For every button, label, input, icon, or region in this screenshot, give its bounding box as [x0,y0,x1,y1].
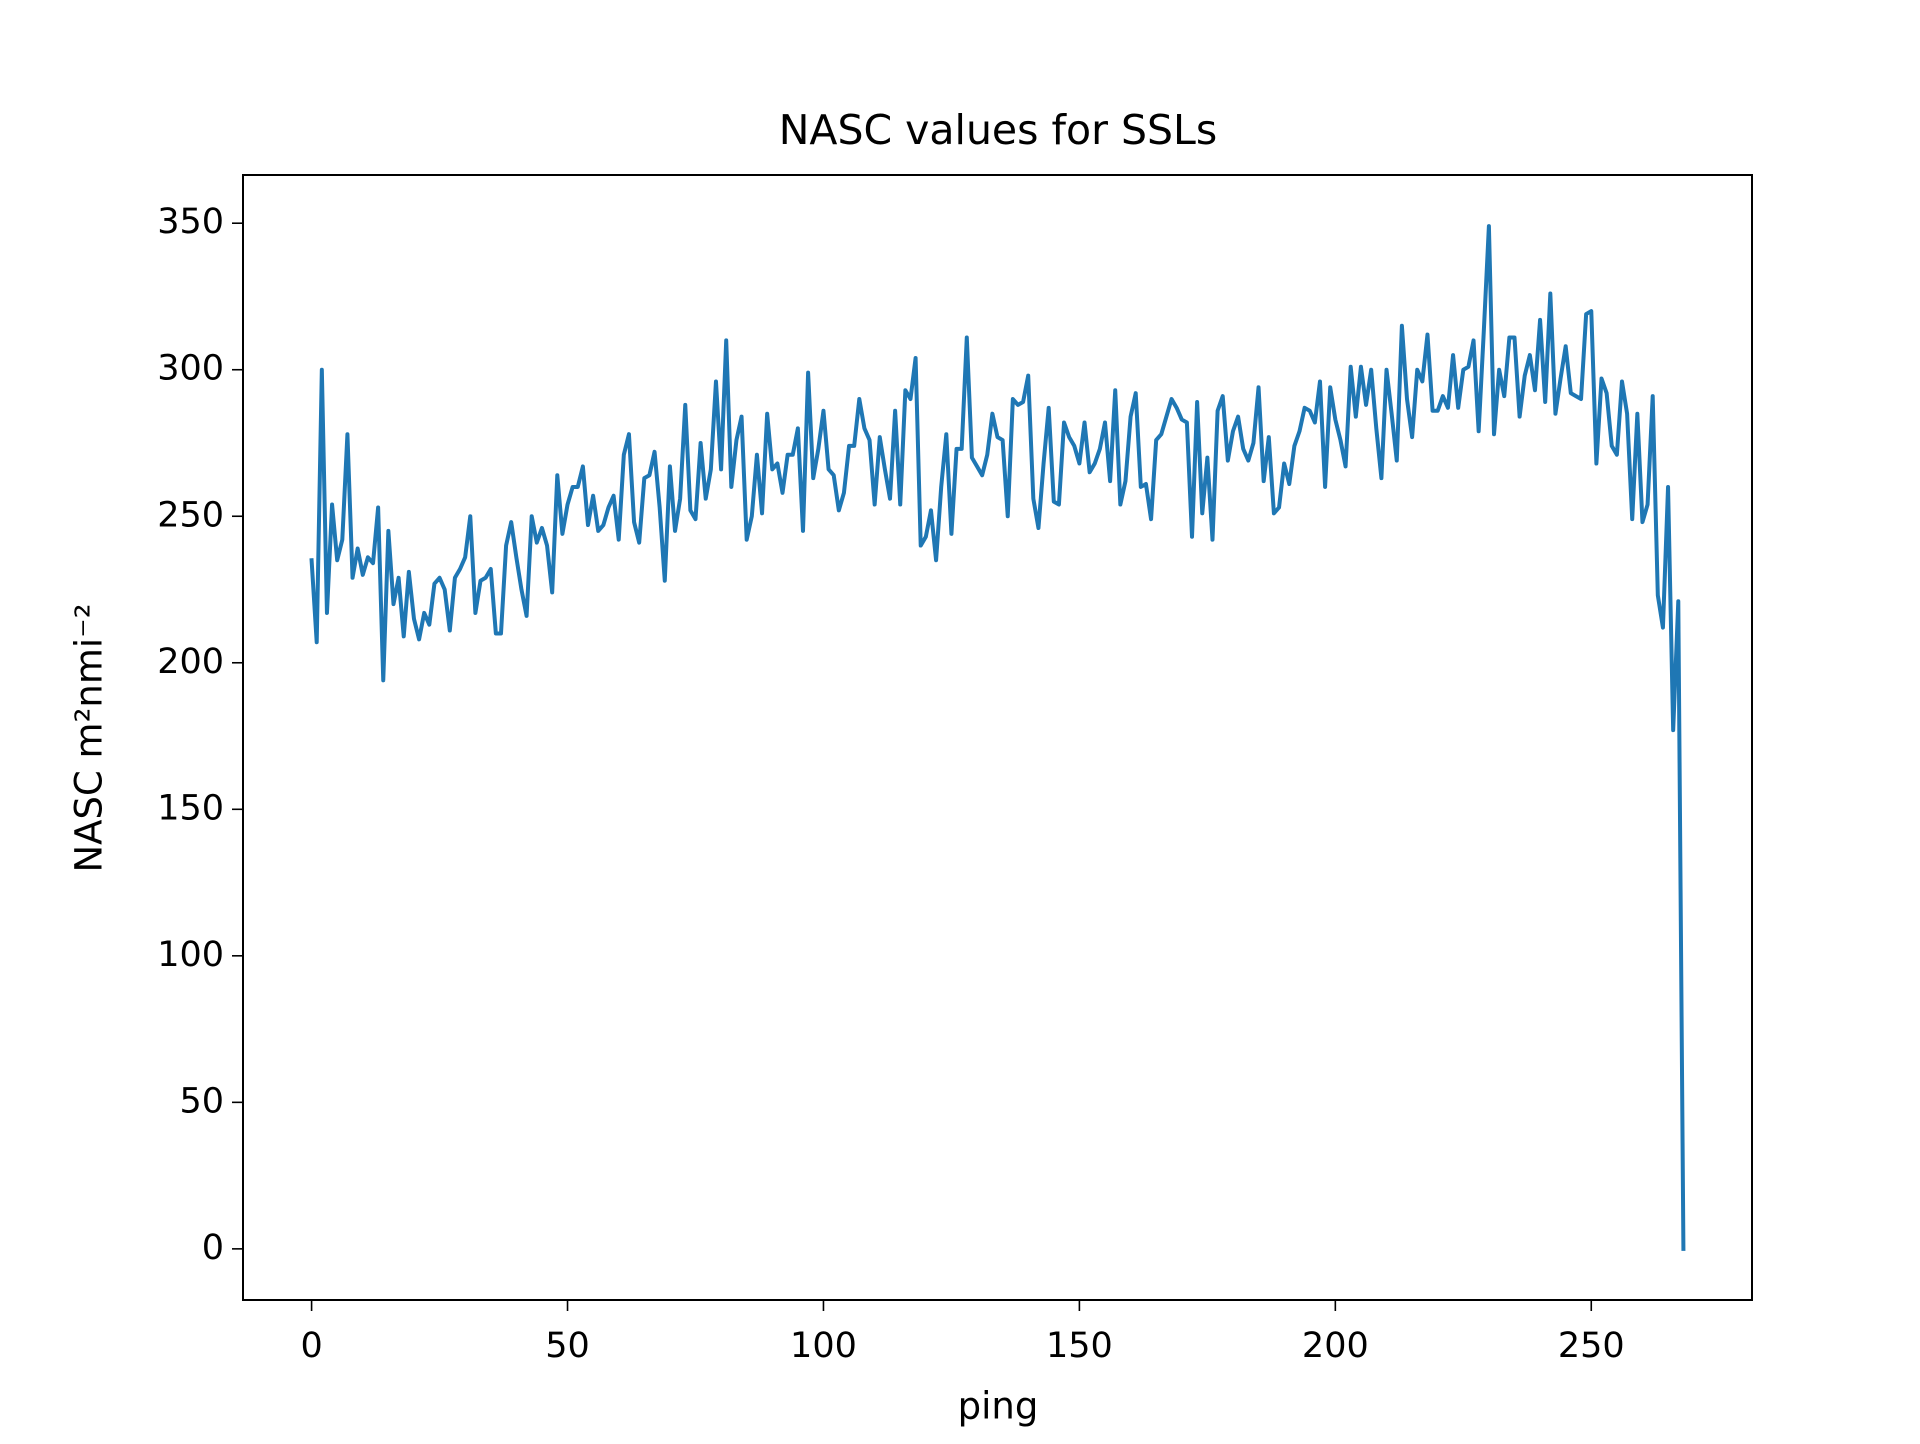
x-tick-label: 100 [790,1326,857,1366]
y-axis-label: NASC m²nmi⁻² [68,603,111,872]
x-axis-label: ping [958,1385,1039,1428]
x-tick-label: 200 [1302,1326,1369,1366]
x-tick-label: 250 [1558,1326,1625,1366]
y-tick-label: 0 [202,1228,224,1268]
y-tick-label: 100 [157,935,224,975]
x-tick-label: 50 [545,1326,590,1366]
y-tick-label: 150 [157,788,224,828]
x-tick-label: 150 [1046,1326,1113,1366]
y-tick-label: 200 [157,642,224,682]
plot-frame [242,174,1753,1301]
y-tick-label: 350 [157,202,224,242]
data-line [309,224,1686,1251]
x-tick-label: 0 [300,1326,322,1366]
y-tick-label: 300 [157,349,224,389]
y-tick-label: 50 [179,1081,224,1121]
chart-title: NASC values for SSLs [779,106,1217,154]
y-tick-label: 250 [157,495,224,535]
